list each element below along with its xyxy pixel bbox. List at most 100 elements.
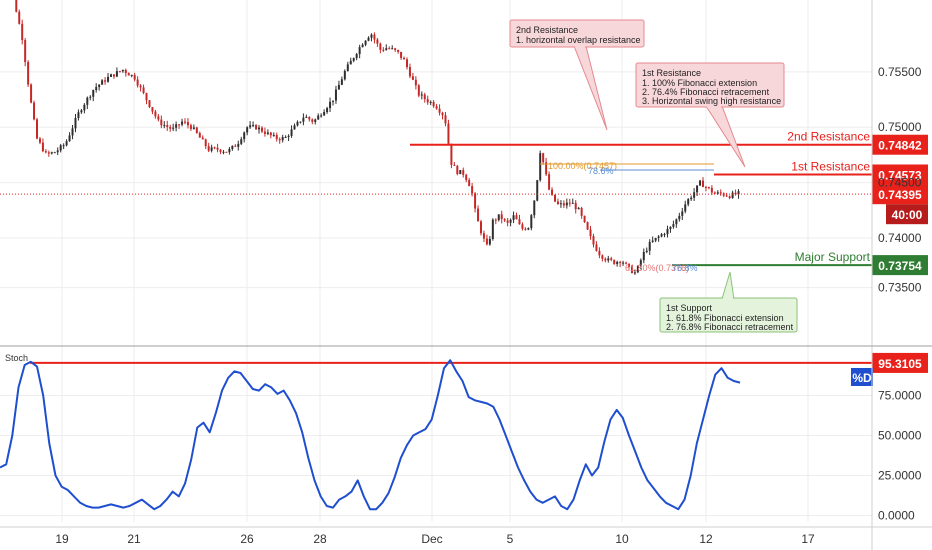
candle-body	[80, 110, 83, 113]
candle-body	[142, 87, 145, 94]
candle-body	[228, 148, 231, 153]
candle-body	[121, 69, 124, 72]
stoch-level-value: 95.3105	[878, 357, 922, 371]
candle-body	[320, 115, 323, 117]
candle-body	[181, 121, 184, 125]
candle-body	[716, 192, 719, 194]
last-price-value: 0.74395	[878, 188, 922, 202]
candle-body	[38, 138, 41, 143]
candle-body	[536, 180, 539, 201]
candle-body	[586, 222, 589, 230]
candle-body	[95, 87, 98, 90]
candle-body	[551, 189, 554, 195]
candle-body	[56, 150, 59, 153]
candle-body	[497, 214, 500, 221]
candle-body	[681, 211, 684, 216]
candle-body	[68, 135, 71, 142]
candle-body	[258, 127, 260, 130]
candle-body	[669, 226, 672, 230]
candle-body	[459, 170, 462, 175]
callout-title: 1st Resistance	[642, 68, 701, 78]
candle-body	[355, 54, 358, 59]
fib-label: 61.80%(0.7376)	[625, 263, 689, 273]
candle-body	[127, 73, 130, 76]
level-label: 2nd Resistance	[787, 130, 870, 144]
candle-body	[210, 147, 213, 151]
candle-body	[583, 215, 586, 223]
candle-body	[225, 151, 228, 153]
candle-body	[192, 127, 195, 129]
candle-body	[334, 89, 337, 101]
candle-body	[308, 116, 311, 120]
candle-body	[577, 208, 580, 210]
callout-line: 1. 100% Fibonacci extension	[642, 78, 757, 88]
candle-body	[151, 107, 154, 112]
candle-body	[246, 127, 249, 133]
candle-body	[71, 128, 74, 136]
candle-body	[397, 49, 400, 52]
candle-body	[47, 152, 50, 154]
candle-body	[201, 137, 204, 140]
x-tick-label: Dec	[421, 532, 442, 546]
candle-body	[367, 37, 370, 41]
candle-body	[44, 151, 47, 153]
level-label: 1st Resistance	[791, 159, 870, 173]
candle-body	[157, 116, 160, 120]
candle-body	[104, 80, 107, 82]
level-value: 0.73754	[878, 259, 922, 273]
candle-body	[107, 76, 110, 82]
candle-body	[252, 125, 255, 127]
last-price-badge	[872, 184, 928, 205]
candle-body	[524, 228, 527, 230]
fib-label: 100.00%(0.7457)	[548, 161, 617, 171]
candle-body	[139, 85, 142, 88]
candle-body	[491, 219, 494, 239]
candle-body	[737, 191, 740, 195]
candle-body	[530, 215, 533, 229]
countdown-badge	[886, 204, 928, 225]
level-badge	[872, 164, 928, 185]
candle-body	[432, 101, 435, 107]
candle-body	[133, 74, 136, 80]
candle-body	[482, 233, 485, 239]
candle-body	[77, 112, 80, 119]
candle-body	[444, 115, 447, 124]
callout-pointer	[705, 105, 746, 168]
callout-title: 2nd Resistance	[516, 25, 578, 35]
candle-body	[92, 89, 95, 97]
candle-body	[115, 71, 118, 77]
candle-body	[83, 104, 86, 111]
candle-body	[474, 193, 477, 209]
candle-body	[317, 115, 320, 120]
candle-body	[314, 119, 317, 122]
candle-body	[234, 145, 237, 147]
price-tick-label: 0.74500	[878, 176, 922, 190]
fib-label: 78.6%	[588, 166, 614, 176]
candle-body	[219, 149, 222, 152]
candle-body	[719, 192, 722, 194]
candle-body	[414, 79, 417, 86]
candle-body	[332, 100, 334, 102]
fib-label: 76.8%	[672, 263, 698, 273]
candle-body	[15, 0, 18, 12]
candle-body	[169, 127, 172, 129]
candle-body	[426, 99, 429, 103]
candle-body	[124, 69, 127, 74]
candle-body	[453, 164, 456, 166]
candle-body	[50, 152, 53, 154]
level-value: 0.74573	[878, 168, 922, 182]
candle-body	[33, 102, 36, 120]
candle-body	[527, 228, 530, 230]
candle-body	[660, 234, 663, 237]
stochastic-panel: Stoch 95.3105 %D	[0, 352, 928, 511]
stoch-series-tag-label: %D	[852, 371, 872, 385]
level-label: Major Support	[795, 250, 871, 264]
candle-body	[500, 214, 503, 220]
candle-body	[710, 187, 713, 193]
candle-body	[707, 187, 710, 189]
candle-body	[465, 174, 468, 181]
candle-body	[468, 180, 471, 187]
